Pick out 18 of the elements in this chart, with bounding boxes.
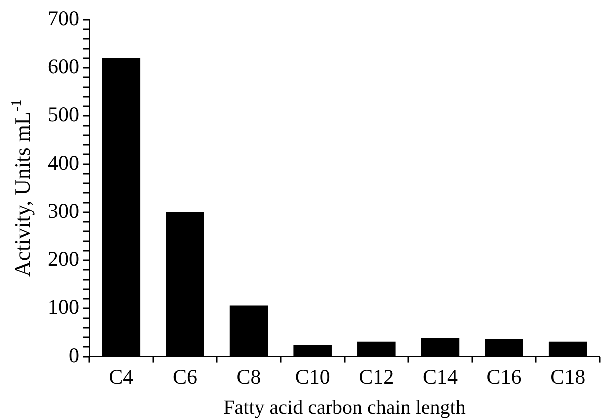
- x-tick-label: C14: [422, 364, 458, 389]
- y-tick-label: 500: [48, 102, 80, 127]
- y-tick-label: 700: [48, 6, 80, 31]
- x-tick-label: C4: [109, 364, 134, 389]
- y-axis-title: Activity, Units mL-1: [9, 100, 35, 278]
- y-tick-label: 600: [48, 54, 80, 79]
- y-tick-label: 300: [48, 198, 80, 223]
- x-tick-label: C12: [359, 364, 394, 389]
- y-tick-label: 100: [48, 295, 80, 320]
- x-axis-title: Fatty acid carbon chain length: [224, 397, 466, 418]
- x-tick-label: C10: [295, 364, 330, 389]
- x-tick-label: C8: [236, 364, 262, 389]
- x-tick-label: C6: [172, 364, 198, 389]
- x-tick-label: C18: [550, 364, 586, 389]
- y-tick-label: 0: [69, 343, 80, 368]
- x-tick-label: C16: [486, 364, 522, 389]
- y-tick-label: 400: [48, 150, 80, 175]
- y-tick-label: 200: [48, 247, 80, 272]
